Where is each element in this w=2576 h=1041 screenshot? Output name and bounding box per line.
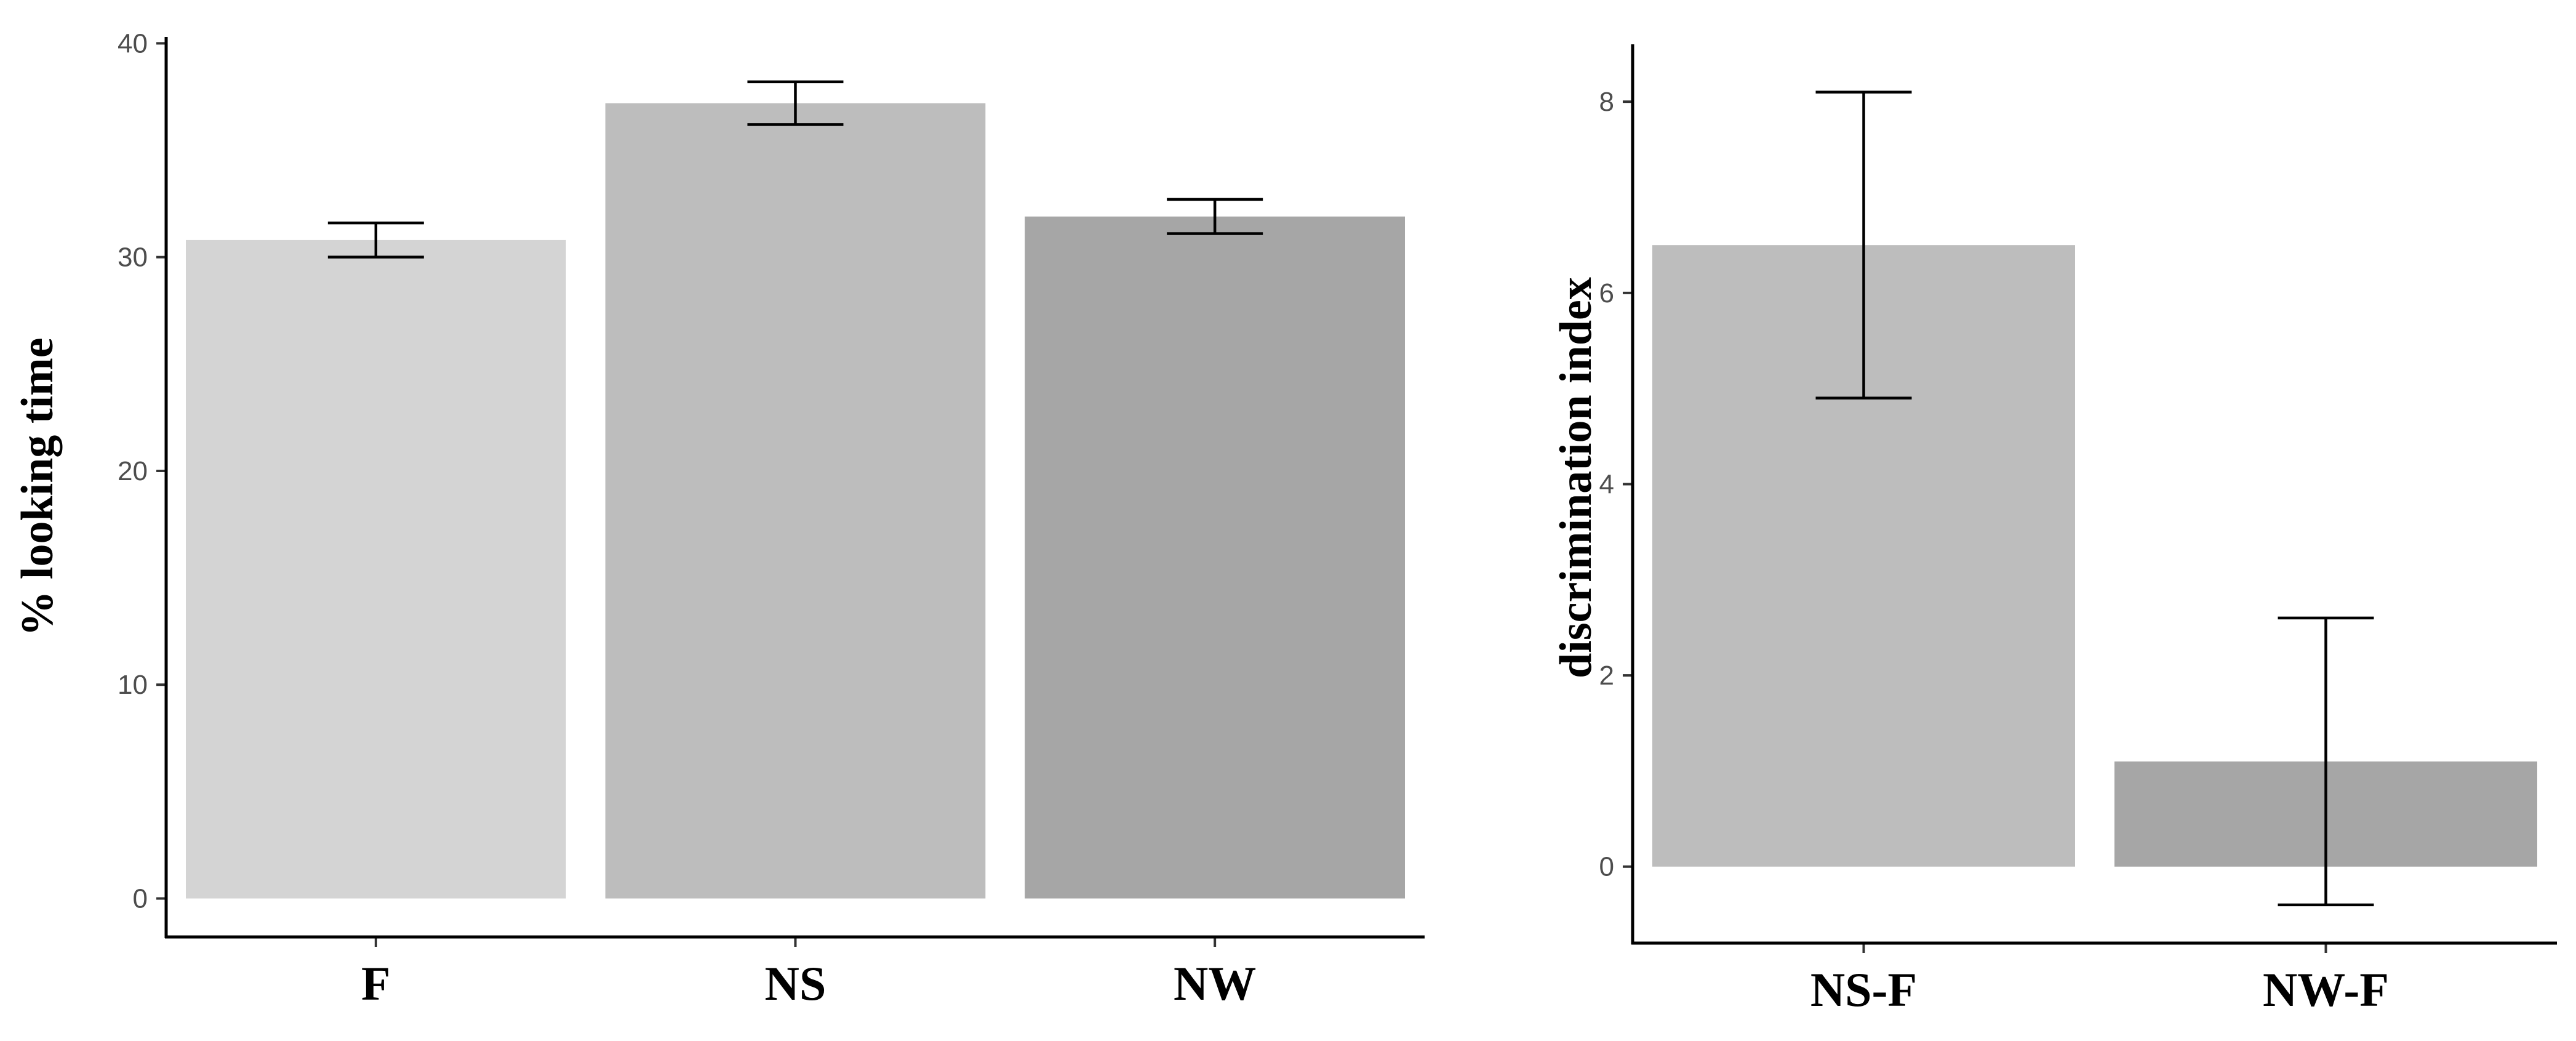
y-tick-label-40: 40: [118, 28, 148, 58]
x-tick-label-nw: NW: [1174, 957, 1256, 1010]
panel-looking-time: F NS NW 0 10 20 30 40 % looking time: [12, 28, 1425, 1010]
y-tick-label-8: 8: [1599, 87, 1614, 117]
y-tick-label-10: 10: [118, 670, 148, 700]
y-tick-label-0: 0: [133, 883, 148, 914]
panel-discrimination-index: NS-F NW-F 0 2 4 6 8 discrimination index: [1551, 44, 2557, 1016]
bar-nw: [1025, 216, 1405, 899]
x-tick-label-ns: NS: [765, 957, 826, 1010]
bar-ns: [605, 103, 986, 899]
y-tick-label-2: 2: [1599, 661, 1614, 691]
y-tick-label-30: 30: [118, 243, 148, 273]
x-tick-label-f: F: [361, 957, 391, 1010]
y-axis-title: discrimination index: [1551, 277, 1601, 678]
x-tick-label-nw-f: NW-F: [2263, 963, 2389, 1016]
y-tick-label-6: 6: [1599, 278, 1614, 308]
y-tick-label-4: 4: [1599, 469, 1614, 499]
y-tick-label-20: 20: [118, 456, 148, 486]
y-axis-title: % looking time: [12, 337, 63, 636]
x-tick-label-ns-f: NS-F: [1810, 963, 1917, 1016]
bar-f: [186, 239, 566, 899]
y-tick-label-0: 0: [1599, 852, 1614, 882]
